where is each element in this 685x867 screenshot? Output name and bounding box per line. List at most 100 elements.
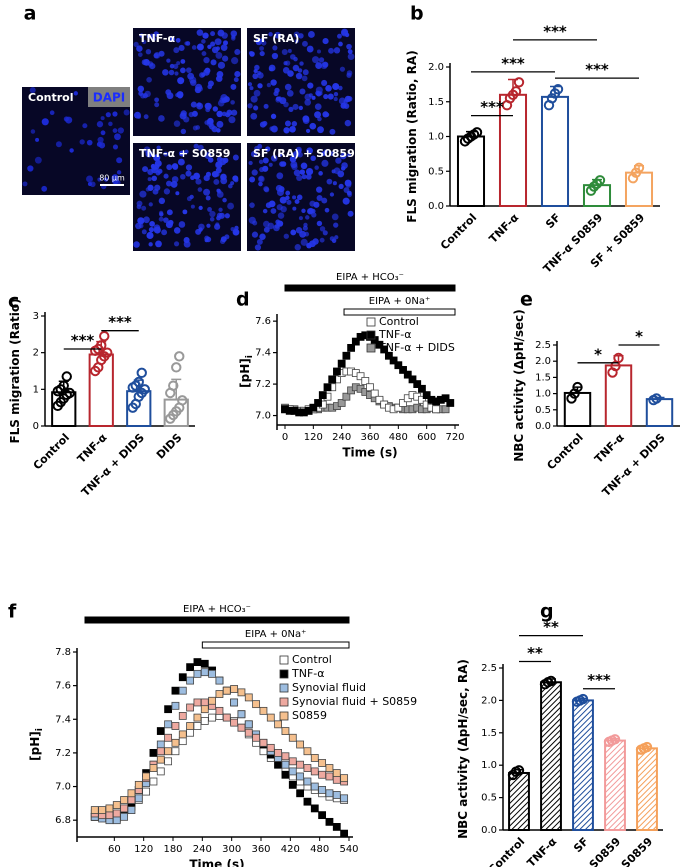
nucleus: [177, 77, 185, 85]
nucleus: [199, 72, 205, 78]
data-point: [288, 767, 297, 776]
nucleus: [234, 230, 239, 235]
legend-label: Control: [292, 653, 332, 666]
data-point: [136, 367, 147, 379]
x-tick-label: 240: [193, 844, 212, 855]
data-point: [127, 789, 136, 798]
data-point: [274, 760, 283, 769]
bar: [624, 171, 654, 207]
nucleus: [329, 192, 335, 197]
nucleus: [301, 174, 307, 180]
panel-label: d: [236, 289, 250, 311]
nucleus: [211, 170, 219, 178]
data-point: [244, 693, 253, 702]
data-point: [318, 759, 327, 767]
nucleus: [311, 95, 316, 100]
x-tick-label: Control: [486, 835, 527, 867]
nucleus: [314, 165, 319, 170]
treatment-label: EIPA + 0Na⁺: [369, 296, 430, 307]
nucleus: [210, 31, 216, 37]
nucleus: [195, 228, 202, 235]
nucleus: [326, 178, 333, 185]
nucleus: [204, 102, 211, 109]
nucleus: [207, 44, 212, 49]
data-point: [274, 720, 283, 729]
data-point: [164, 733, 173, 742]
nucleus: [178, 221, 186, 228]
nucleus: [294, 39, 299, 44]
nucleus: [328, 47, 334, 54]
nucleus: [312, 56, 320, 64]
data-point: [332, 775, 341, 784]
nucleus: [173, 63, 179, 70]
legend-marker: [366, 330, 376, 340]
tile-label: SF (RA): [253, 32, 299, 45]
nucleus: [321, 159, 329, 167]
nucleus: [136, 200, 143, 207]
nucleus: [174, 71, 179, 76]
scale-bar-label: 80 μm: [99, 174, 125, 183]
x-tick-label: S0859: [619, 835, 655, 867]
nucleus: [273, 224, 280, 232]
y-tick-label: 7.0: [55, 782, 71, 793]
nucleus: [335, 157, 342, 164]
nucleus: [333, 91, 339, 97]
nucleus: [185, 67, 192, 73]
nucleus: [346, 43, 352, 50]
nucleus: [222, 55, 229, 62]
nucleus: [259, 233, 266, 240]
y-tick-label: 2.0: [481, 695, 497, 706]
significance-label: *: [635, 328, 643, 346]
data-point: [552, 84, 564, 95]
nucleus: [143, 114, 149, 120]
nucleus: [134, 111, 141, 119]
nucleus: [223, 96, 230, 103]
tile-label: TNF-α + S0859: [139, 147, 230, 160]
data-point: [171, 362, 182, 373]
data-point: [105, 811, 114, 820]
nucleus: [316, 220, 323, 227]
nucleus: [49, 110, 55, 116]
data-point: [325, 789, 334, 798]
nucleus: [279, 97, 287, 105]
data-point: [156, 755, 165, 764]
nucleus: [329, 128, 336, 135]
nucleus: [204, 152, 212, 160]
nucleus: [133, 41, 139, 48]
y-tick-label: 7.2: [55, 748, 71, 759]
y-tick-label: 7.8: [55, 647, 71, 658]
treatment-bar: [284, 284, 456, 292]
y-axis-label-text: NBC activity (ΔpH/sec): [512, 309, 526, 462]
nucleus: [298, 105, 304, 111]
nucleus: [216, 110, 223, 118]
nucleus: [250, 112, 258, 120]
data-point: [356, 372, 365, 381]
data-point: [342, 392, 351, 401]
data-point: [351, 337, 360, 346]
y-tick-label: 0.0: [535, 421, 551, 432]
y-tick-label: 1: [33, 384, 39, 395]
data-point: [164, 705, 173, 714]
data-point: [325, 817, 334, 826]
significance-label: **: [543, 618, 559, 636]
nucleus: [253, 105, 259, 111]
nucleus: [255, 38, 262, 44]
nucleus: [346, 72, 352, 78]
data-point: [309, 403, 318, 412]
nucleus: [185, 170, 192, 177]
nucleus: [203, 56, 210, 64]
nucleus: [196, 29, 204, 36]
nucleus: [234, 225, 239, 231]
data-point: [112, 801, 121, 809]
panel-label: f: [8, 601, 17, 623]
nucleus: [250, 95, 258, 103]
nucleus: [300, 238, 308, 246]
data-point: [149, 749, 158, 757]
x-tick-label: 480: [310, 844, 329, 855]
y-tick-label: 2.0: [535, 356, 551, 367]
data-point: [149, 777, 158, 786]
nucleus: [279, 161, 285, 167]
data-point: [609, 734, 621, 745]
nucleus: [168, 69, 175, 76]
y-axis-label: [pH]i: [28, 728, 45, 761]
